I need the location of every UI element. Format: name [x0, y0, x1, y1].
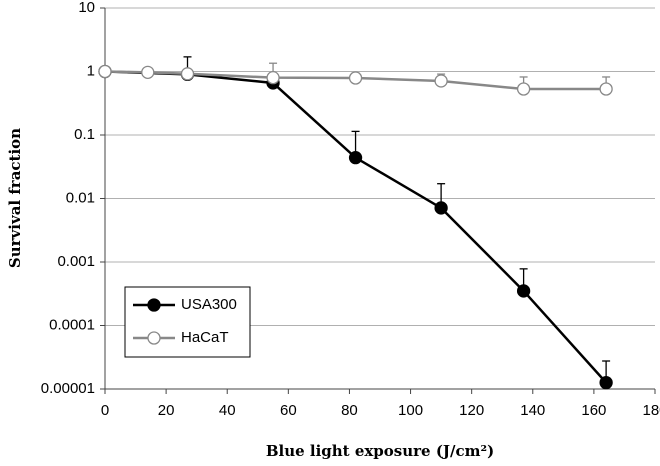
y-tick-label: 0.00001: [41, 380, 95, 397]
x-tick-label: 0: [101, 402, 109, 419]
legend-box: [124, 286, 251, 358]
data-point: [348, 150, 363, 165]
y-tick-label: 0.001: [57, 253, 95, 270]
x-tick-label: 120: [459, 402, 484, 419]
x-tick-label: 20: [158, 402, 175, 419]
x-tick-label: 160: [581, 402, 606, 419]
data-point: [434, 201, 448, 215]
x-tick-label: 40: [219, 402, 236, 419]
legend-label: HaCaT: [181, 329, 229, 346]
data-point: [516, 82, 531, 96]
y-tick-label: 0.0001: [49, 316, 95, 333]
y-tick-label: 1: [87, 62, 95, 79]
legend-marker: [147, 298, 161, 312]
data-point: [266, 71, 280, 85]
y-tick-label: 0.1: [74, 126, 95, 143]
data-point: [180, 67, 195, 81]
data-point: [599, 375, 613, 390]
y-axis-label: Survival fraction: [6, 128, 24, 268]
data-point: [434, 74, 448, 88]
y-tick-label: 10: [78, 0, 95, 16]
legend-label: USA300: [181, 296, 237, 313]
x-tick-label: 180: [642, 402, 660, 419]
x-tick-label: 100: [398, 402, 423, 419]
data-point: [141, 65, 155, 79]
data-point: [348, 71, 363, 85]
data-point: [599, 82, 613, 96]
x-tick-label: 60: [280, 402, 297, 419]
data-point: [516, 284, 531, 298]
x-tick-label: 140: [520, 402, 545, 419]
data-point: [98, 64, 112, 79]
y-tick-label: 0.01: [66, 189, 95, 206]
legend-marker: [147, 331, 161, 345]
x-axis-label: Blue light exposure (J/cm²): [266, 442, 494, 460]
x-tick-label: 80: [341, 402, 358, 419]
